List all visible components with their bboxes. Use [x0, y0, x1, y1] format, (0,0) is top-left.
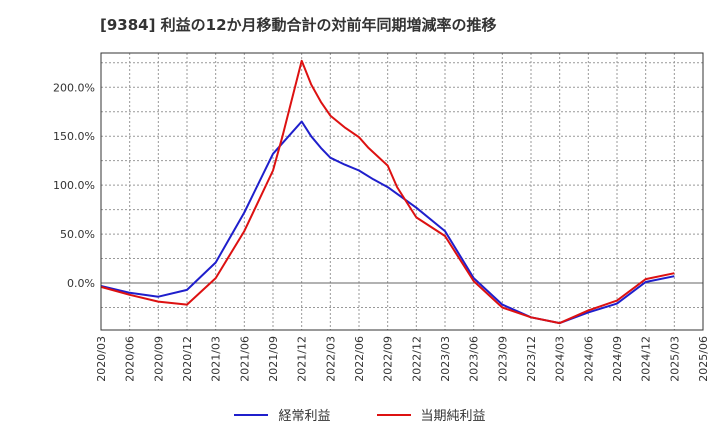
x-tick-label: 2021/09 [267, 336, 280, 382]
legend-label-net-profit: 当期純利益 [420, 409, 486, 424]
x-tick-label: 2023/12 [525, 336, 538, 382]
x-tick-label: 2025/06 [697, 336, 710, 382]
y-tick-label: 100.0% [53, 179, 95, 192]
x-tick-label: 2020/09 [152, 336, 165, 382]
plot-frame [100, 52, 704, 331]
x-tick-label: 2021/12 [296, 336, 309, 382]
x-tick-label: 2020/06 [124, 336, 137, 382]
legend-item-ordinary-profit: 経常利益 [234, 405, 331, 424]
x-tick-label: 2023/03 [439, 336, 452, 382]
legend-swatch-net-profit [376, 413, 411, 416]
y-tick-label: 50.0% [60, 228, 95, 241]
y-tick-layer: 0.0% 50.0% 100.0% 150.0% 200.0% [53, 81, 95, 290]
legend: 経常利益 当期純利益 [0, 405, 720, 424]
x-tick-layer: 2020/03 2020/06 2020/09 2020/12 2021/03 2021/… [95, 336, 710, 382]
x-tick-label: 2024/12 [640, 336, 653, 382]
grid-layer [101, 53, 703, 330]
y-tick-label: 200.0% [53, 81, 95, 94]
x-tick-label: 2021/03 [210, 336, 223, 382]
x-tick-label: 2024/06 [582, 336, 595, 382]
series-layer [100, 59, 675, 325]
y-tick-label: 0.0% [67, 277, 95, 290]
x-tick-label: 2022/09 [382, 336, 395, 382]
x-tick-label: 2023/06 [468, 336, 481, 382]
x-tick-label: 2020/12 [181, 336, 194, 382]
x-tick-label: 2020/03 [95, 336, 108, 382]
x-tick-label: 2022/06 [353, 336, 366, 382]
x-tick-label: 2022/12 [410, 336, 423, 382]
legend-label-ordinary-profit: 経常利益 [278, 409, 331, 424]
y-tick-label: 150.0% [53, 130, 95, 143]
series-line-net-profit [100, 59, 675, 325]
x-tick-label: 2021/06 [238, 336, 251, 382]
chart-title: [9384] 利益の12か月移動合計の対前年同期増減率の推移 [100, 16, 497, 34]
x-tick-label: 2024/09 [611, 336, 624, 382]
legend-item-net-profit: 当期純利益 [376, 405, 486, 424]
legend-swatch-ordinary-profit [234, 413, 269, 416]
x-tick-label: 2025/03 [668, 336, 681, 382]
x-tick-label: 2023/09 [496, 336, 509, 382]
x-tick-label: 2022/03 [324, 336, 337, 382]
x-tick-label: 2024/03 [554, 336, 567, 382]
